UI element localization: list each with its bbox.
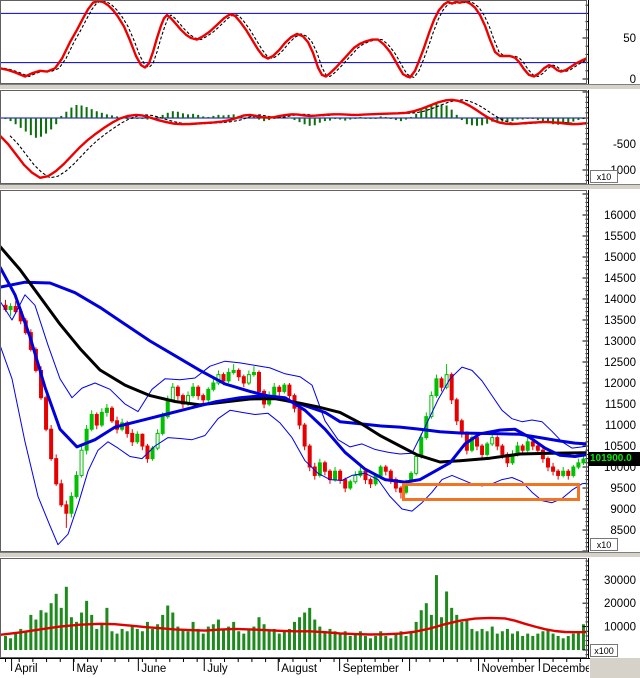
- svg-text:14500: 14500: [604, 273, 636, 285]
- volume-panel[interactable]: 30000 20000 10000: [0, 558, 640, 658]
- price-multiplier-label: x10: [590, 538, 618, 551]
- svg-text:0: 0: [630, 74, 636, 84]
- svg-text:-500: -500: [613, 139, 636, 151]
- svg-text:9000: 9000: [610, 504, 636, 516]
- svg-text:13500: 13500: [604, 315, 636, 327]
- svg-text:8500: 8500: [610, 525, 636, 537]
- svg-text:May: May: [76, 663, 98, 675]
- svg-text:16000: 16000: [604, 210, 636, 222]
- svg-text:12000: 12000: [604, 378, 636, 390]
- price-panel[interactable]: 16000 15500 15000 14500 14000 13500 13000 12500…: [0, 190, 640, 552]
- svg-text:10500: 10500: [604, 441, 636, 453]
- last-price-badge: 101900.0: [589, 452, 640, 466]
- svg-text:13000: 13000: [604, 336, 636, 348]
- svg-text:15500: 15500: [604, 231, 636, 243]
- macd-multiplier-label: x10: [590, 170, 618, 183]
- svg-text:April: April: [15, 663, 38, 675]
- svg-text:20000: 20000: [604, 598, 636, 610]
- svg-text:September: September: [343, 663, 399, 675]
- svg-text:9500: 9500: [610, 483, 636, 495]
- svg-text:11000: 11000: [605, 420, 636, 432]
- panel-splitter[interactable]: [0, 552, 640, 558]
- panel-splitter[interactable]: [0, 84, 640, 90]
- svg-text:50: 50: [623, 33, 636, 45]
- volume-multiplier-label: x100: [590, 644, 618, 657]
- svg-text:July: July: [207, 663, 228, 675]
- svg-text:August: August: [281, 663, 318, 675]
- svg-text:30000: 30000: [604, 575, 636, 587]
- svg-text:10000: 10000: [604, 622, 636, 634]
- corner-resize-area: [590, 658, 640, 678]
- macd-panel[interactable]: -500-1000: [0, 90, 640, 184]
- svg-text:11500: 11500: [605, 399, 636, 411]
- panel-splitter[interactable]: [0, 184, 640, 190]
- svg-text:14000: 14000: [604, 294, 636, 306]
- time-axis[interactable]: April May June July August September November D…: [0, 658, 640, 678]
- svg-text:15000: 15000: [604, 252, 636, 264]
- svg-text:12500: 12500: [604, 357, 636, 369]
- svg-text:June: June: [141, 663, 166, 675]
- svg-text:November: November: [482, 663, 535, 675]
- svg-text:December: December: [542, 663, 595, 675]
- stochastic-panel[interactable]: 50 0: [0, 0, 640, 84]
- support-zone-annotation[interactable]: [402, 483, 580, 501]
